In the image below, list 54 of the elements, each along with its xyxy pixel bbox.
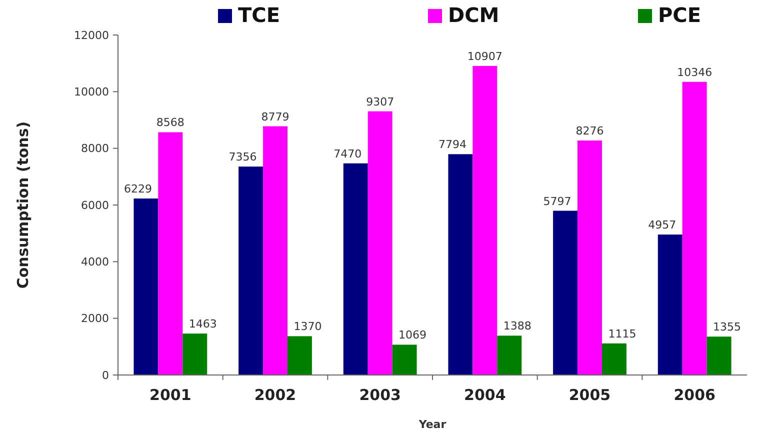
x-axis-title: Year [418,418,447,431]
bar [602,343,626,375]
bar [472,66,498,375]
data-label: 6229 [124,182,152,196]
data-label: 7356 [228,150,257,164]
bar [497,336,522,375]
legend-label: TCE [238,3,280,27]
legend-label: DCM [448,3,500,27]
bar [392,344,417,375]
bar [158,132,183,375]
y-axis-title: Consumption (tons) [14,121,32,289]
data-label: 1463 [188,318,217,331]
bar [553,210,578,375]
data-label: 1370 [294,320,322,334]
bar [134,198,158,375]
x-tick-label: 2005 [568,386,611,404]
y-tick-label: 8000 [81,142,109,156]
data-label: 8779 [261,110,290,124]
data-label: 10346 [677,66,712,79]
x-tick-label: 2004 [464,386,506,404]
bar [263,126,288,375]
y-tick-label: 0 [102,368,109,382]
bar [287,336,312,375]
y-tick-label: 12000 [74,28,109,42]
data-label: 1388 [503,320,532,333]
bar [578,140,602,375]
x-tick-label: 2006 [674,386,716,404]
data-label: 1069 [398,328,427,342]
legend-label: PCE [658,3,701,27]
data-label: 9307 [366,95,394,108]
bar [368,111,392,375]
y-tick-label: 4000 [81,256,109,269]
bar [238,166,264,375]
data-label: 10907 [467,50,502,63]
data-label: 1115 [608,327,636,340]
bar [658,234,682,375]
data-label: 1355 [713,320,742,334]
x-tick-label: 2002 [254,386,296,404]
bar [706,336,732,375]
y-tick-label: 10000 [74,86,109,99]
data-label: 8276 [576,124,604,138]
y-tick-label: 2000 [81,312,109,326]
data-label: 7470 [334,147,362,160]
bar [343,163,368,375]
data-label: 8568 [156,116,184,130]
data-label: 7794 [438,138,466,152]
bar [448,154,473,375]
y-tick-label: 6000 [81,198,109,212]
x-tick-label: 2001 [150,386,192,404]
x-tick-label: 2003 [359,386,401,404]
data-label: 5797 [543,194,572,208]
bar [182,334,208,375]
bar [682,82,707,375]
data-label: 4957 [648,218,676,232]
